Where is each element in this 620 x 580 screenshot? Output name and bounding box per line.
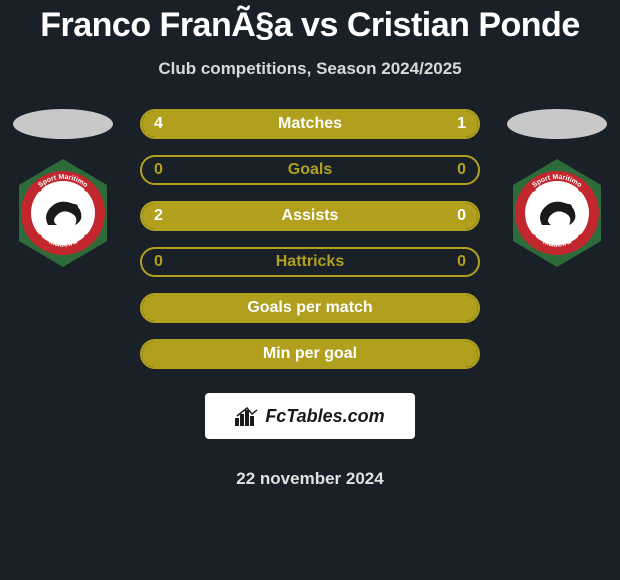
stat-bar-hattricks: Hattricks 0 0	[140, 247, 480, 277]
stat-bar-assists: Assists 2 0	[140, 201, 480, 231]
maritimo-crest-icon: Sport Maritimo Madeira	[13, 157, 113, 269]
stat-label: Hattricks	[276, 253, 344, 271]
stat-value-left: 2	[154, 207, 163, 225]
page-title: Franco FranÃ§a vs Cristian Ponde	[40, 6, 580, 45]
stat-value-right: 1	[457, 115, 466, 133]
date-label: 22 november 2024	[236, 469, 383, 489]
stat-bar-goals: Goals 0 0	[140, 155, 480, 185]
stat-fill-left	[142, 111, 411, 137]
player-left-ellipse	[13, 109, 113, 139]
stat-label: Goals	[288, 161, 332, 179]
stat-value-right: 0	[457, 207, 466, 225]
stat-value-left: 0	[154, 253, 163, 271]
brand-logo-icon	[235, 406, 259, 426]
brand-box: FcTables.com	[205, 393, 415, 439]
stat-bar-matches: Matches 4 1	[140, 109, 480, 139]
stat-fill-right	[411, 111, 478, 137]
stat-bar-min-per-goal: Min per goal	[140, 339, 480, 369]
stat-label: Matches	[278, 115, 342, 133]
stat-bar-goals-per-match: Goals per match	[140, 293, 480, 323]
stat-label: Goals per match	[247, 299, 372, 317]
page-subtitle: Club competitions, Season 2024/2025	[158, 59, 461, 79]
stat-value-left: 0	[154, 161, 163, 179]
brand-text: FcTables.com	[265, 406, 384, 427]
player-right-crest: Sport Maritimo Madeira	[507, 157, 607, 269]
player-left-col: Sport Maritimo Madeira	[8, 109, 118, 269]
player-right-col: Sport Maritimo Madeira	[502, 109, 612, 269]
player-left-crest: Sport Maritimo Madeira	[13, 157, 113, 269]
stat-value-right: 0	[457, 161, 466, 179]
maritimo-crest-icon: Sport Maritimo Madeira	[507, 157, 607, 269]
stat-value-right: 0	[457, 253, 466, 271]
stat-label: Min per goal	[263, 345, 357, 363]
comparison-row: Sport Maritimo Madeira Matches41Goals00A…	[0, 109, 620, 489]
page-root: Franco FranÃ§a vs Cristian Ponde Club co…	[0, 0, 620, 489]
player-right-ellipse	[507, 109, 607, 139]
stat-label: Assists	[282, 207, 339, 225]
stat-value-left: 4	[154, 115, 163, 133]
stats-column: Matches41Goals00Assists20Hattricks00Goal…	[118, 109, 502, 489]
